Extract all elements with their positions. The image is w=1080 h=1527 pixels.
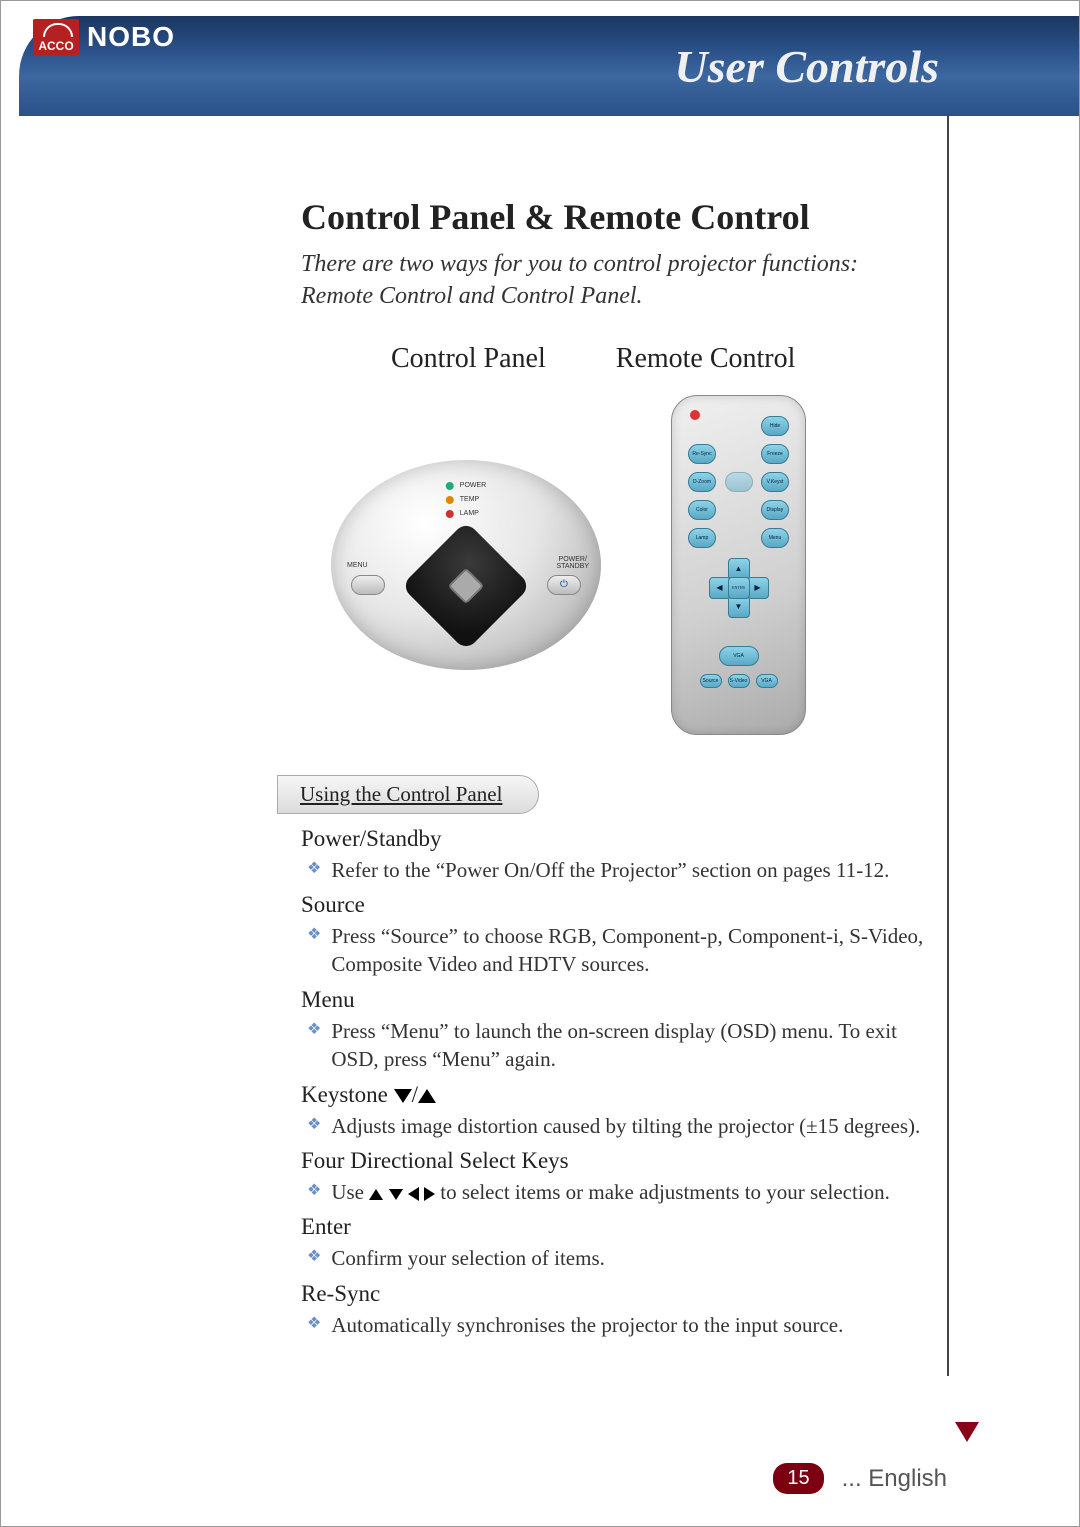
item-text: Adjusts image distortion caused by tilti… <box>331 1112 920 1140</box>
continue-arrow-icon <box>955 1422 979 1442</box>
dir-suffix: to select items or make adjustments to y… <box>440 1180 890 1204</box>
power-led-label: POWER <box>460 482 486 489</box>
content-area: Control Panel & Remote Control There are… <box>301 196 931 1347</box>
vga-button-icon: VGA <box>719 646 759 666</box>
language-label: ... English <box>842 1465 947 1493</box>
temp-led-label: TEMP <box>460 496 479 503</box>
triangle-up-icon <box>369 1189 383 1200</box>
diamond-bullet-icon: ❖ <box>307 856 321 882</box>
diamond-bullet-icon: ❖ <box>307 1017 321 1043</box>
label-control-panel: Control Panel <box>391 343 546 375</box>
diamond-bullet-icon: ❖ <box>307 1311 321 1337</box>
control-panel-image: POWER TEMP LAMP MENU POWER/STANDBY ⏻ <box>321 450 611 680</box>
triangle-right-icon <box>424 1187 435 1201</box>
dzoom-button-icon: D-Zoom <box>688 472 716 492</box>
item-title: Keystone / <box>301 1082 931 1108</box>
triangle-down-icon <box>389 1189 403 1200</box>
menu-button-icon <box>351 575 385 595</box>
mid-button-icon <box>725 472 753 492</box>
page-footer: 15 ... English <box>773 1463 947 1494</box>
item-resync: Re-Sync ❖ Automatically synchronises the… <box>301 1281 931 1339</box>
brand-logo: ACCO NOBO <box>33 19 175 55</box>
item-power-standby: Power/Standby ❖ Refer to the “Power On/O… <box>301 826 931 884</box>
diamond-bullet-icon: ❖ <box>307 922 321 948</box>
vga-sm-button-icon: VGA <box>756 674 778 688</box>
temp-led-icon <box>446 496 454 504</box>
item-title: Re-Sync <box>301 1281 931 1307</box>
item-title: Four Directional Select Keys <box>301 1148 931 1174</box>
menu-button-label: MENU <box>347 562 368 569</box>
power-button-label: POWER/STANDBY <box>556 556 589 570</box>
remote-control-image: Hide Re-Sync Freeze D-Zoom V.Keyst Color Di… <box>671 395 806 735</box>
triangle-up-icon <box>418 1089 436 1103</box>
dpad-center-icon <box>448 567 485 604</box>
dir-prefix: Use <box>331 1180 364 1204</box>
item-title: Power/Standby <box>301 826 931 852</box>
remote-enter-button-icon: ENTER <box>728 577 750 599</box>
remote-menu-button-icon: Menu <box>761 528 789 548</box>
section-label: Using the Control Panel <box>300 782 502 806</box>
item-text: Automatically synchronises the projector… <box>331 1311 843 1339</box>
manual-page: User Controls ACCO NOBO Control Panel & … <box>0 0 1080 1527</box>
item-title: Enter <box>301 1214 931 1240</box>
display-button-icon: Display <box>761 500 789 520</box>
vkeystone-button-icon: V.Keyst <box>761 472 789 492</box>
lamp-button-icon: Lamp <box>688 528 716 548</box>
item-text: Refer to the “Power On/Off the Projector… <box>331 856 889 884</box>
page-number-badge: 15 <box>773 1463 823 1494</box>
svideo-sm-button-icon: S-Video <box>728 674 750 688</box>
item-text: Confirm your selection of items. <box>331 1244 605 1272</box>
item-text: Press “Menu” to launch the on-screen dis… <box>331 1017 931 1074</box>
diamond-bullet-icon: ❖ <box>307 1244 321 1270</box>
item-keystone: Keystone / ❖ Adjusts image distortion ca… <box>301 1082 931 1140</box>
item-menu: Menu ❖ Press “Menu” to launch the on-scr… <box>301 987 931 1074</box>
acco-logo-icon: ACCO <box>33 19 79 55</box>
illustration-row: POWER TEMP LAMP MENU POWER/STANDBY ⏻ Hid… <box>301 395 931 735</box>
hide-button-icon: Hide <box>761 416 789 436</box>
keystone-label: Keystone <box>301 1082 388 1107</box>
page-heading: Control Panel & Remote Control <box>301 196 931 238</box>
item-directional-keys: Four Directional Select Keys ❖ Use to se… <box>301 1148 931 1206</box>
diamond-bullet-icon: ❖ <box>307 1112 321 1138</box>
remote-dpad-icon: ▲ ▼ ◀ ▶ ENTER <box>709 558 769 618</box>
item-title: Menu <box>301 987 931 1013</box>
item-title: Source <box>301 892 931 918</box>
remote-down-icon: ▼ <box>728 596 750 618</box>
power-button-icon: ⏻ <box>547 575 581 595</box>
image-column-labels: Control Panel Remote Control <box>301 343 931 375</box>
intro-text: There are two ways for you to control pr… <box>301 248 931 313</box>
power-led-icon <box>446 482 454 490</box>
freeze-button-icon: Freeze <box>761 444 789 464</box>
header-title: User Controls <box>674 40 939 93</box>
lamp-led-label: LAMP <box>460 510 479 517</box>
remote-ir-led-icon <box>690 410 700 420</box>
item-enter: Enter ❖ Confirm your selection of items. <box>301 1214 931 1272</box>
led-indicator-group: POWER TEMP LAMP <box>446 482 486 518</box>
item-text: Use to select items or make adjustments … <box>331 1178 890 1206</box>
color-button-icon: Color <box>688 500 716 520</box>
remote-right-icon: ▶ <box>747 577 769 599</box>
vertical-rule <box>947 116 949 1376</box>
diamond-bullet-icon: ❖ <box>307 1178 321 1204</box>
triangle-left-icon <box>408 1187 419 1201</box>
label-remote-control: Remote Control <box>616 343 796 375</box>
item-source: Source ❖ Press “Source” to choose RGB, C… <box>301 892 931 979</box>
section-pill: Using the Control Panel <box>277 775 539 814</box>
source-sm-button-icon: Source <box>700 674 722 688</box>
header-banner: User Controls <box>19 16 1079 116</box>
lamp-led-icon <box>446 510 454 518</box>
item-text: Press “Source” to choose RGB, Component-… <box>331 922 931 979</box>
nobo-wordmark: NOBO <box>87 21 175 53</box>
resync-button-icon: Re-Sync <box>688 444 716 464</box>
triangle-down-icon <box>394 1089 412 1103</box>
